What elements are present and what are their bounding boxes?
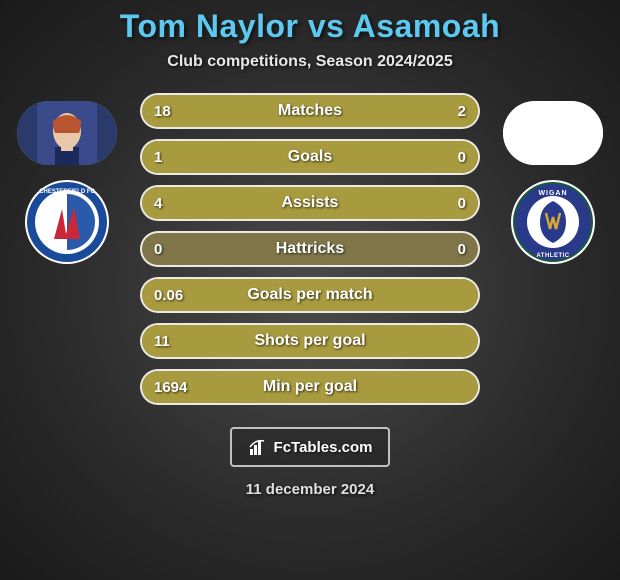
left-player-avatar [17, 101, 117, 165]
left-club-badge: CHESTERFIELD FC [24, 179, 110, 265]
stat-label: Shots per goal [142, 325, 478, 357]
right-player-avatar [503, 101, 603, 165]
player-photo-icon [17, 101, 117, 165]
svg-text:WIGAN: WIGAN [538, 190, 567, 197]
stat-row: 1694Min per goal [140, 369, 480, 405]
stat-label: Min per goal [142, 371, 478, 403]
svg-text:ATHLETIC: ATHLETIC [536, 253, 569, 259]
stat-label: Goals per match [142, 279, 478, 311]
footer-logo-text: FcTables.com [274, 439, 373, 456]
blank-avatar-icon [503, 101, 603, 165]
chesterfield-badge-icon: CHESTERFIELD FC [24, 179, 110, 265]
stat-row: 11Shots per goal [140, 323, 480, 359]
stat-row: 0Hattricks0 [140, 231, 480, 267]
left-player-column: CHESTERFIELD FC [12, 93, 122, 265]
page-title: Tom Naylor vs Asamoah [120, 8, 500, 45]
stat-label: Goals [142, 141, 478, 173]
stat-value-right: 0 [458, 233, 466, 265]
stat-value-right: 2 [458, 95, 466, 127]
stat-row: 1Goals0 [140, 139, 480, 175]
fctables-logo-icon [248, 437, 268, 457]
stat-row: 0.06Goals per match [140, 277, 480, 313]
stat-row: 4Assists0 [140, 185, 480, 221]
main-area: CHESTERFIELD FC 18Matches2 1Goals0 4Assist… [0, 93, 620, 405]
stat-label: Assists [142, 187, 478, 219]
stat-row: 18Matches2 [140, 93, 480, 129]
svg-text:CHESTERFIELD FC: CHESTERFIELD FC [39, 189, 95, 195]
footer-logo[interactable]: FcTables.com [230, 427, 390, 467]
stat-value-right: 0 [458, 187, 466, 219]
stats-column: 18Matches21Goals04Assists00Hattricks00.0… [140, 93, 480, 405]
right-club-badge: WIGAN ATHLETIC [510, 179, 596, 265]
footer-date: 11 december 2024 [246, 481, 374, 498]
stat-value-right: 0 [458, 141, 466, 173]
page-subtitle: Club competitions, Season 2024/2025 [167, 53, 452, 71]
infographic-container: Tom Naylor vs Asamoah Club competitions,… [0, 0, 620, 580]
stat-label: Hattricks [142, 233, 478, 265]
right-player-column: WIGAN ATHLETIC [498, 93, 608, 265]
wigan-badge-icon: WIGAN ATHLETIC [510, 179, 596, 265]
stat-label: Matches [142, 95, 478, 127]
